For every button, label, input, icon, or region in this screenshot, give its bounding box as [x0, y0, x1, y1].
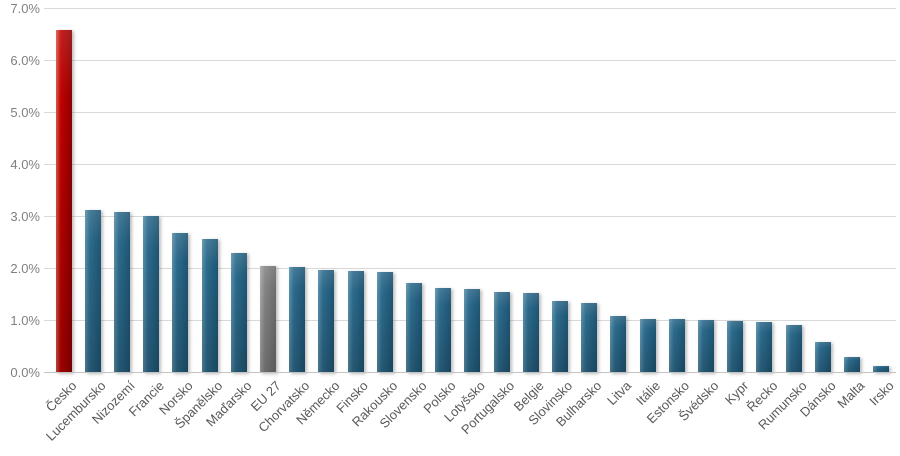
bar-finsko — [347, 271, 364, 373]
bar-dánsko — [814, 342, 831, 373]
bar-chorvatsko — [289, 267, 306, 373]
bar-slot: Norsko — [156, 9, 196, 418]
y-tick-label: 7.0% — [10, 1, 40, 16]
x-tick-label: Malta — [834, 378, 868, 412]
bar-slot: Irsko — [866, 9, 897, 409]
bar-slot: Řecko — [743, 9, 780, 415]
bar-lucembursko — [84, 209, 101, 373]
x-axis-line — [44, 372, 896, 373]
bar-slot: Francie — [126, 9, 167, 419]
bar-španělsko — [201, 239, 218, 373]
bar-itálie — [639, 318, 656, 373]
bar-slot: Španělsko — [172, 9, 225, 432]
y-tick-label: 6.0% — [10, 53, 40, 68]
bar-norsko — [172, 233, 189, 373]
bar-litva — [610, 315, 627, 373]
bar-slot: Kypr — [721, 9, 751, 408]
bar-lotyšsko — [464, 289, 481, 373]
bar-slovensko — [406, 283, 423, 373]
gridline-6pct — [44, 60, 896, 61]
y-tick-label: 1.0% — [10, 313, 40, 328]
bar-nizozemí — [114, 211, 130, 373]
bar-kypr — [727, 321, 744, 373]
bar-slot: Finsko — [334, 9, 371, 416]
bar-slot: Malta — [835, 9, 868, 411]
bar-slot: Chorvatsko — [256, 9, 313, 435]
bar-německo — [318, 269, 335, 373]
bar-belgie — [522, 292, 539, 373]
bar-slot: Belgie — [510, 9, 546, 414]
bar-slot: Polsko — [421, 9, 459, 416]
y-tick-label: 4.0% — [10, 157, 40, 172]
x-tick-label: Litva — [604, 378, 635, 409]
bar-slot: Slovensko — [377, 9, 430, 431]
bar-slot: Maďarsko — [203, 9, 254, 430]
bar-bulharsko — [581, 302, 598, 373]
bar-slot: Česko — [43, 9, 79, 415]
bar-rakousko — [376, 271, 393, 373]
bar-slot: Litva — [604, 9, 634, 408]
y-tick-label: 3.0% — [10, 209, 40, 224]
bar-polsko — [435, 288, 452, 373]
bar-francie — [143, 215, 160, 373]
bar-slot: Švédsko — [676, 9, 722, 424]
y-tick-label: 2.0% — [10, 261, 40, 276]
bar-slot: Dánsko — [797, 9, 838, 420]
bar-slot: Portugalsko — [458, 9, 517, 437]
bar-eu-27 — [260, 266, 277, 373]
bar-slot: Německo — [293, 9, 342, 427]
bar-irsko — [873, 365, 890, 373]
gridline-3pct — [44, 216, 896, 217]
gridline-4pct — [44, 164, 896, 165]
bar-estonsko — [668, 319, 685, 373]
bar-maďarsko — [230, 252, 247, 373]
bar-slot: Itálie — [633, 9, 663, 408]
gridline-2pct — [44, 268, 896, 269]
bar-švédsko — [698, 319, 715, 373]
bar-portugalsko — [493, 291, 510, 373]
bar-slot: Rumunsko — [755, 9, 809, 433]
y-tick-label: 0.0% — [10, 365, 40, 380]
bar-malta — [844, 357, 861, 373]
bar-rumunsko — [785, 325, 802, 373]
bar-series: Česko Lucembursko Nizozemí Francie Norsko Špa… — [43, 9, 897, 444]
bar-slot: Lotyšsko — [441, 9, 488, 425]
y-tick-label: 5.0% — [10, 105, 40, 120]
x-tick-label: Irsko — [866, 378, 897, 409]
gridline-5pct — [44, 112, 896, 113]
bar-řecko — [756, 322, 773, 373]
plot-area: Česko Lucembursko Nizozemí Francie Norsko Špa… — [43, 8, 897, 444]
gridline-7pct — [44, 8, 896, 9]
bar-slot: Estonsko — [644, 9, 692, 426]
bar-slot: Bulharsko — [553, 9, 605, 429]
bar-slot: Slovinsko — [526, 9, 576, 428]
bar-slot: Rakousko — [349, 9, 400, 429]
bar-slovinsko — [552, 300, 569, 373]
bar-slot: Nizozemí — [89, 9, 138, 427]
bar-slot: Lucembursko — [43, 9, 108, 444]
bar-slot: EU 27 — [247, 9, 284, 414]
bar-česko — [55, 29, 72, 373]
